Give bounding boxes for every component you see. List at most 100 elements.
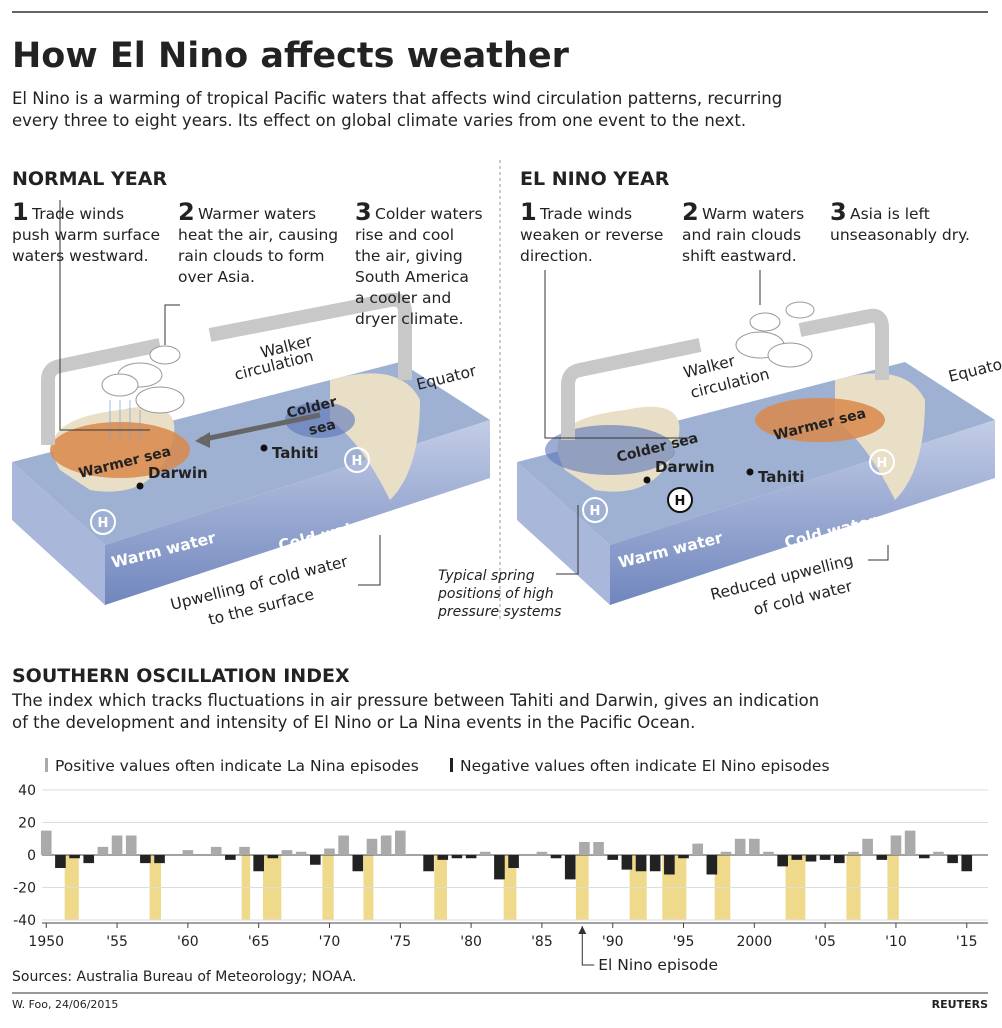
x-tick-label: '05 [814, 934, 836, 950]
bar [437, 855, 449, 860]
bar [295, 851, 307, 855]
bar [267, 855, 279, 859]
step-text: heat the air, causing [178, 226, 338, 244]
x-tick-label: '65 [248, 934, 270, 950]
tahiti-label: Tahiti [272, 444, 319, 462]
bar [833, 855, 845, 864]
soi-description: The index which tracks fluctuations in a… [11, 691, 819, 710]
normal-diagram [12, 200, 490, 605]
step-text: Warmer waters [198, 205, 316, 223]
step-text: push warm surface [12, 226, 160, 244]
step-text: the air, giving [355, 247, 463, 265]
high-pressure-label: H [352, 454, 363, 469]
bar [352, 855, 364, 872]
bar [933, 851, 944, 855]
bar [479, 851, 491, 855]
subtitle: El Nino is a warming of tropical Pacific… [12, 89, 782, 108]
colder-sea-label: sea [307, 417, 337, 439]
bar [848, 851, 859, 855]
x-tick-label: '90 [602, 934, 624, 950]
equator-label: Equator [947, 354, 1002, 386]
x-tick-label: '10 [885, 934, 907, 950]
bar [777, 855, 788, 867]
x-tick-label: '80 [460, 934, 482, 950]
bar [55, 855, 66, 868]
bar [465, 855, 477, 859]
bar [310, 855, 321, 865]
subtitle: every three to eight years. Its effect o… [12, 111, 746, 130]
step-text: Trade winds [539, 205, 632, 223]
step-number: 1 [520, 198, 537, 226]
bar [281, 850, 293, 855]
brand: REUTERS [932, 998, 988, 1011]
bar [508, 855, 519, 868]
x-tick-label: 2000 [737, 934, 773, 950]
step-text: rain clouds to form [178, 247, 325, 265]
step-text: Warm waters [702, 205, 804, 223]
bar [593, 842, 604, 855]
bar [749, 838, 760, 855]
bar [338, 835, 349, 855]
pressure-note: pressure systems [437, 604, 561, 620]
city-dot [136, 482, 144, 490]
high-pressure [582, 497, 608, 523]
credit: W. Foo, 24/06/2015 [12, 998, 118, 1011]
bar [394, 830, 406, 855]
bar [494, 855, 505, 880]
bar [635, 855, 647, 872]
y-tick-label: 0 [27, 848, 36, 864]
bar [210, 846, 222, 855]
step-text: shift eastward. [682, 247, 797, 265]
x-tick-label: '55 [106, 934, 128, 950]
step-number: 2 [682, 198, 699, 226]
bar [904, 830, 916, 855]
bar [791, 855, 803, 860]
bar [125, 835, 137, 855]
x-tick-label: '95 [673, 934, 695, 950]
step-text: rise and cool [355, 226, 454, 244]
step-text: a cooler and [355, 289, 451, 307]
x-tick-label: '60 [177, 934, 199, 950]
bar [111, 835, 123, 855]
bar [451, 855, 463, 859]
annotation: El Nino episode [598, 956, 718, 974]
step-text: Colder waters [375, 205, 483, 223]
y-tick-label: -20 [13, 881, 36, 897]
bar [918, 855, 930, 859]
bar [621, 855, 633, 870]
equator-label: Equator [415, 362, 479, 394]
bar [366, 838, 378, 855]
bar [239, 846, 250, 855]
bar [706, 855, 718, 875]
bar [253, 855, 264, 872]
bar [324, 848, 335, 855]
high-pressure-label: H [675, 494, 686, 509]
bar [961, 855, 973, 872]
pressure-note: positions of high [437, 586, 554, 602]
step-text: and rain clouds [682, 226, 801, 244]
bar [649, 855, 661, 872]
annotation-arrow [578, 926, 587, 934]
soi-heading: SOUTHERN OSCILLATION INDEX [12, 665, 350, 687]
bar [182, 850, 194, 855]
bar [947, 855, 958, 864]
step-text: dryer climate. [355, 310, 464, 328]
y-tick-label: -40 [13, 913, 36, 929]
bar [720, 851, 732, 855]
bar [69, 855, 80, 859]
soi-description: of the development and intensity of El N… [12, 713, 695, 732]
annotation-line [581, 926, 595, 966]
y-tick-label: 40 [18, 783, 36, 799]
step-text: Asia is left [850, 205, 930, 223]
step-text: South America [355, 268, 469, 286]
high-pressure [90, 509, 116, 535]
step-number: 3 [355, 198, 372, 226]
bar [423, 855, 434, 872]
high-pressure-label: H [877, 456, 888, 471]
bar [862, 838, 873, 855]
high-pressure [869, 449, 895, 475]
step-text: unseasonably dry. [830, 226, 970, 244]
bar [805, 855, 817, 862]
step-text: waters westward. [12, 247, 149, 265]
